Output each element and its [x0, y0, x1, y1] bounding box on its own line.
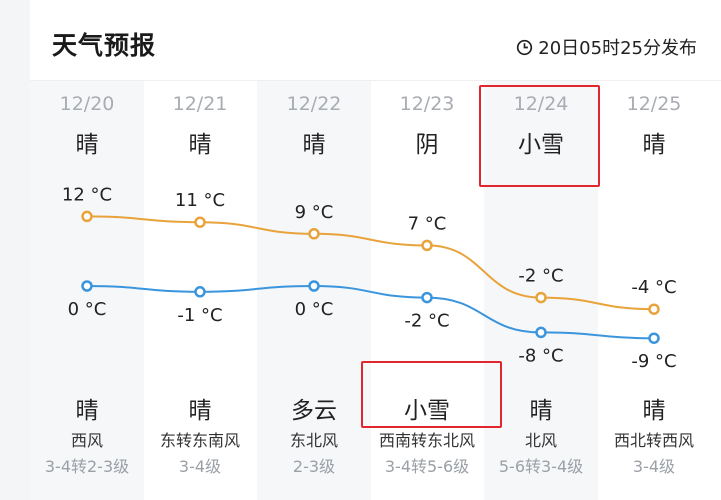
low-temp-point [81, 280, 93, 292]
night-weather-label: 晴 [188, 398, 212, 424]
day-weather-label: 晴 [188, 132, 212, 158]
wind-level-label: 3-4转5-6级 [384, 457, 470, 476]
card-header: 天气预报 20日05时25分发布 [30, 0, 721, 81]
wind-level-label: 5-6转3-4级 [498, 457, 584, 476]
night-weather-label: 晴 [529, 398, 553, 424]
low-temp-label: -1 °C [177, 305, 222, 326]
date-label: 12/24 [513, 93, 569, 115]
night-weather-label: 晴 [75, 398, 99, 424]
low-temp-point [648, 332, 660, 344]
high-temp-point [421, 239, 433, 252]
day-weather-label: 晴 [642, 132, 666, 158]
high-temp-line [86, 215, 655, 311]
forecast-day-column: 12/20 晴晴西风 3-4转2-3级 [30, 81, 144, 500]
low-temp-point [194, 286, 206, 298]
high-temp-label: -4 °C [631, 277, 676, 298]
wind-level-label: 3-4级 [178, 457, 222, 476]
day-weather-label: 晴 [75, 132, 99, 158]
date-label: 12/22 [286, 93, 342, 115]
low-temp-point [421, 291, 433, 304]
low-temp-label: 0 °C [68, 299, 107, 320]
high-temp-point [308, 228, 320, 240]
high-temp-label: 11 °C [175, 190, 225, 211]
wind-direction-label: 东转东南风 [159, 431, 240, 450]
high-temp-label: -2 °C [518, 266, 563, 287]
forecast-day-column: 12/24 小雪晴北风 5-6转3-4级 [484, 81, 598, 500]
low-temp-point [308, 280, 320, 292]
high-temp-point [81, 210, 93, 223]
wind-level-label: 2-3级 [292, 457, 336, 476]
wind-direction-label: 西风 [70, 431, 103, 450]
publish-time: 20日05时25分发布 [516, 34, 697, 60]
high-temp-point [648, 303, 660, 315]
forecast-day-column: 12/23 阴小雪西南转东北风 3-4转5-6级 [370, 81, 484, 500]
wind-direction-label: 西南转东北风 [378, 431, 475, 450]
wind-direction-label: 西北转西风 [613, 431, 694, 450]
high-temp-point [194, 216, 206, 228]
high-temp-point [535, 291, 547, 304]
night-weather-label: 多云 [291, 398, 337, 424]
forecast-day-column: 12/25 晴晴西北转西风 3-4级 [597, 81, 711, 500]
date-label: 12/23 [399, 93, 455, 115]
highlight-night-snow [361, 361, 502, 428]
low-temp-line [86, 284, 655, 340]
column-stripe [484, 81, 598, 500]
night-weather-label: 小雪 [404, 398, 450, 424]
day-weather-label: 阴 [415, 132, 439, 158]
clock-icon [517, 39, 533, 55]
date-label: 12/21 [172, 93, 228, 115]
date-label: 12/20 [59, 93, 115, 115]
low-temp-point [535, 326, 547, 339]
low-temp-label: -2 °C [404, 311, 449, 332]
wind-direction-label: 东北风 [289, 431, 338, 450]
weather-forecast-card: 天气预报 20日05时25分发布 [30, 0, 721, 500]
highlight-day-snow [479, 85, 600, 187]
day-weather-label: 小雪 [518, 132, 564, 158]
high-temp-label: 12 °C [62, 184, 112, 205]
low-temp-label: -9 °C [631, 351, 676, 372]
low-temp-label: 0 °C [295, 299, 334, 320]
high-temp-label: 7 °C [408, 213, 447, 234]
day-weather-label: 晴 [302, 132, 326, 158]
page-title: 天气预报 [52, 31, 157, 60]
publish-time-label: 20日05时25分发布 [538, 38, 697, 59]
date-label: 12/25 [626, 93, 682, 115]
wind-level-label: 3-4转2-3级 [44, 457, 130, 476]
wind-level-label: 3-4级 [632, 457, 676, 476]
forecast-day-column: 12/21 晴晴东转东南风 3-4级 [143, 81, 257, 500]
low-temp-label: -8 °C [518, 345, 563, 366]
night-weather-label: 晴 [642, 398, 666, 424]
wind-direction-label: 北风 [524, 431, 557, 450]
forecast-day-column: 12/22 晴多云东北风 2-3级 [257, 81, 371, 500]
high-temp-label: 9 °C [295, 202, 334, 223]
